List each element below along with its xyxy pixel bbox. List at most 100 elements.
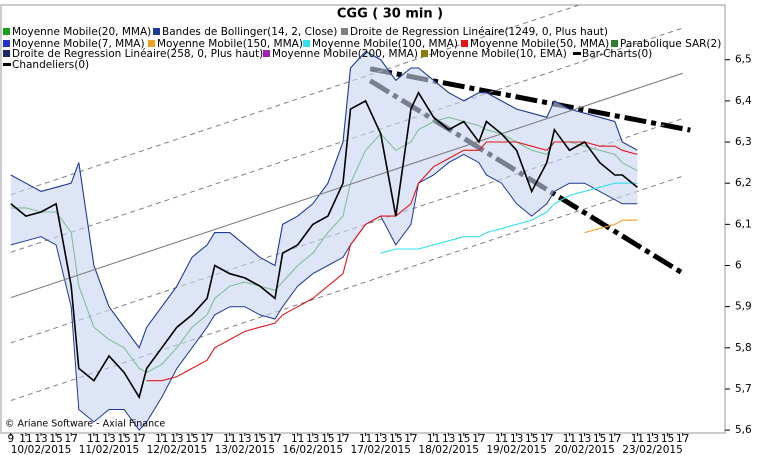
x-date-label: 23/02/2015 <box>622 444 683 455</box>
y-tick-label: 6,1 <box>735 218 752 230</box>
x-tick-label: 17 <box>540 433 553 445</box>
trend-line <box>10 5 581 196</box>
legend-label: Moyenne Mobile(150, MMA) <box>157 38 303 50</box>
y-tick-label: 6,5 <box>735 54 752 66</box>
x-tick-label: 17 <box>132 433 145 445</box>
legend-marker <box>303 40 310 47</box>
legend-label: Bar-Charts(0) <box>582 48 652 60</box>
y-tick-label: 6 <box>735 260 742 272</box>
legend-label: Bandes de Bollinger(14, 2, Close) <box>162 26 337 38</box>
legend-marker <box>573 52 581 55</box>
x-tick-label: 17 <box>676 433 689 445</box>
x-tick-label: 15 <box>321 433 334 445</box>
y-tick-label: 5,7 <box>735 383 752 395</box>
series-line <box>10 50 638 349</box>
x-tick-label: 15 <box>525 433 538 445</box>
y-tick-label: 5,8 <box>735 342 752 354</box>
x-date-label: 11/02/2015 <box>79 444 140 455</box>
x-tick-label: 15 <box>661 433 674 445</box>
trend-line <box>368 78 687 277</box>
x-tick-label: 15 <box>457 433 470 445</box>
x-tick-label: 13 <box>578 433 591 445</box>
legend-label: Moyenne Mobile(100, MMA) <box>312 38 458 50</box>
x-date-label: 20/02/2015 <box>554 444 615 455</box>
x-tick-label: 11 <box>223 433 236 445</box>
legend-label: Chandeliers(0) <box>12 59 89 71</box>
legend-label: Moyenne Mobile(200, MMA) <box>272 48 418 60</box>
x-date-label: 16/02/2015 <box>283 444 344 455</box>
x-date-label: 10/02/2015 <box>11 444 72 455</box>
band-lower <box>10 153 638 431</box>
plot-layer <box>10 5 691 431</box>
x-tick-label: 11 <box>495 433 508 445</box>
x-tick-label: 15 <box>185 433 198 445</box>
legend-marker <box>263 50 270 57</box>
x-date-label: 13/02/2015 <box>215 444 276 455</box>
series-line <box>584 219 638 234</box>
x-tick-label: 13 <box>510 433 523 445</box>
chart-title: CGG ( 30 min ) <box>337 7 443 22</box>
y-tick-label: 5,6 <box>735 424 752 436</box>
x-tick-label: 15 <box>117 433 130 445</box>
x-tick-label: 13 <box>442 433 455 445</box>
x-tick-label: 11 <box>155 433 168 445</box>
series-line <box>10 72 683 299</box>
x-tick-label: 13 <box>102 433 115 445</box>
x-tick-label: 13 <box>170 433 183 445</box>
x-tick-label: 11 <box>87 433 100 445</box>
x-tick-label: 15 <box>49 433 62 445</box>
legend-label: Moyenne Mobile(50, MMA) <box>470 38 609 50</box>
y-tick-label: 6,3 <box>735 136 752 148</box>
legend-label: Parabolique SAR(2) <box>620 38 721 50</box>
copyright: © Ariane Software - Axial Finance <box>5 419 165 430</box>
legend-marker <box>148 40 155 47</box>
x-tick-label: 11 <box>631 433 644 445</box>
legend-label: Moyenne Mobile(7, MMA) <box>12 38 145 50</box>
legend-label: Moyenne Mobile(20, MMA) <box>12 26 151 38</box>
x-tick-label: 11 <box>19 433 32 445</box>
x-tick-label: 17 <box>268 433 281 445</box>
x-tick-label: 11 <box>291 433 304 445</box>
x-date-label: 17/02/2015 <box>350 444 411 455</box>
band-fill <box>10 51 638 431</box>
x-tick-label: 17 <box>200 433 213 445</box>
legend-marker <box>3 63 11 66</box>
x-tick-label: 13 <box>306 433 319 445</box>
legend-label: Moyenne Mobile(10, EMA) <box>430 48 567 60</box>
x-tick-label: 17 <box>65 433 78 445</box>
x-tick-label: 13 <box>374 433 387 445</box>
x-tick-label: 11 <box>427 433 440 445</box>
legend-marker <box>3 28 10 35</box>
x-tick-label: 11 <box>563 433 576 445</box>
legend-marker <box>3 50 10 57</box>
legend-marker <box>611 40 618 47</box>
x-tick-label: 13 <box>646 433 659 445</box>
x-tick-label: 15 <box>389 433 402 445</box>
x-tick-label: 15 <box>253 433 266 445</box>
legend-marker <box>461 40 468 47</box>
series-line <box>380 182 638 254</box>
x-tick-label: 11 <box>359 433 372 445</box>
legend-marker <box>341 28 348 35</box>
y-tick-label: 6,2 <box>735 177 752 189</box>
y-tick-label: 6,4 <box>735 95 752 107</box>
x-tick-label: 17 <box>472 433 485 445</box>
legend-label: Droite de Regression Linéaire(1249, 0, P… <box>350 26 608 38</box>
x-date-label: 19/02/2015 <box>486 444 547 455</box>
legend-marker <box>421 50 428 57</box>
x-tick-label: 15 <box>593 433 606 445</box>
x-tick-label: 13 <box>238 433 251 445</box>
y-tick-label: 5,9 <box>735 301 752 313</box>
legend-marker <box>3 40 10 47</box>
x-tick-label: 9 <box>7 433 14 445</box>
x-date-label: 12/02/2015 <box>147 444 208 455</box>
x-tick-label: 17 <box>608 433 621 445</box>
x-tick-label: 17 <box>336 433 349 445</box>
x-tick-label: 13 <box>34 433 47 445</box>
price-line <box>10 91 638 400</box>
x-date-label: 18/02/2015 <box>418 444 479 455</box>
legend-label: Droite de Regression Linéaire(258, 0, Pl… <box>12 48 263 60</box>
x-tick-label: 17 <box>404 433 417 445</box>
legend-marker <box>153 28 160 35</box>
